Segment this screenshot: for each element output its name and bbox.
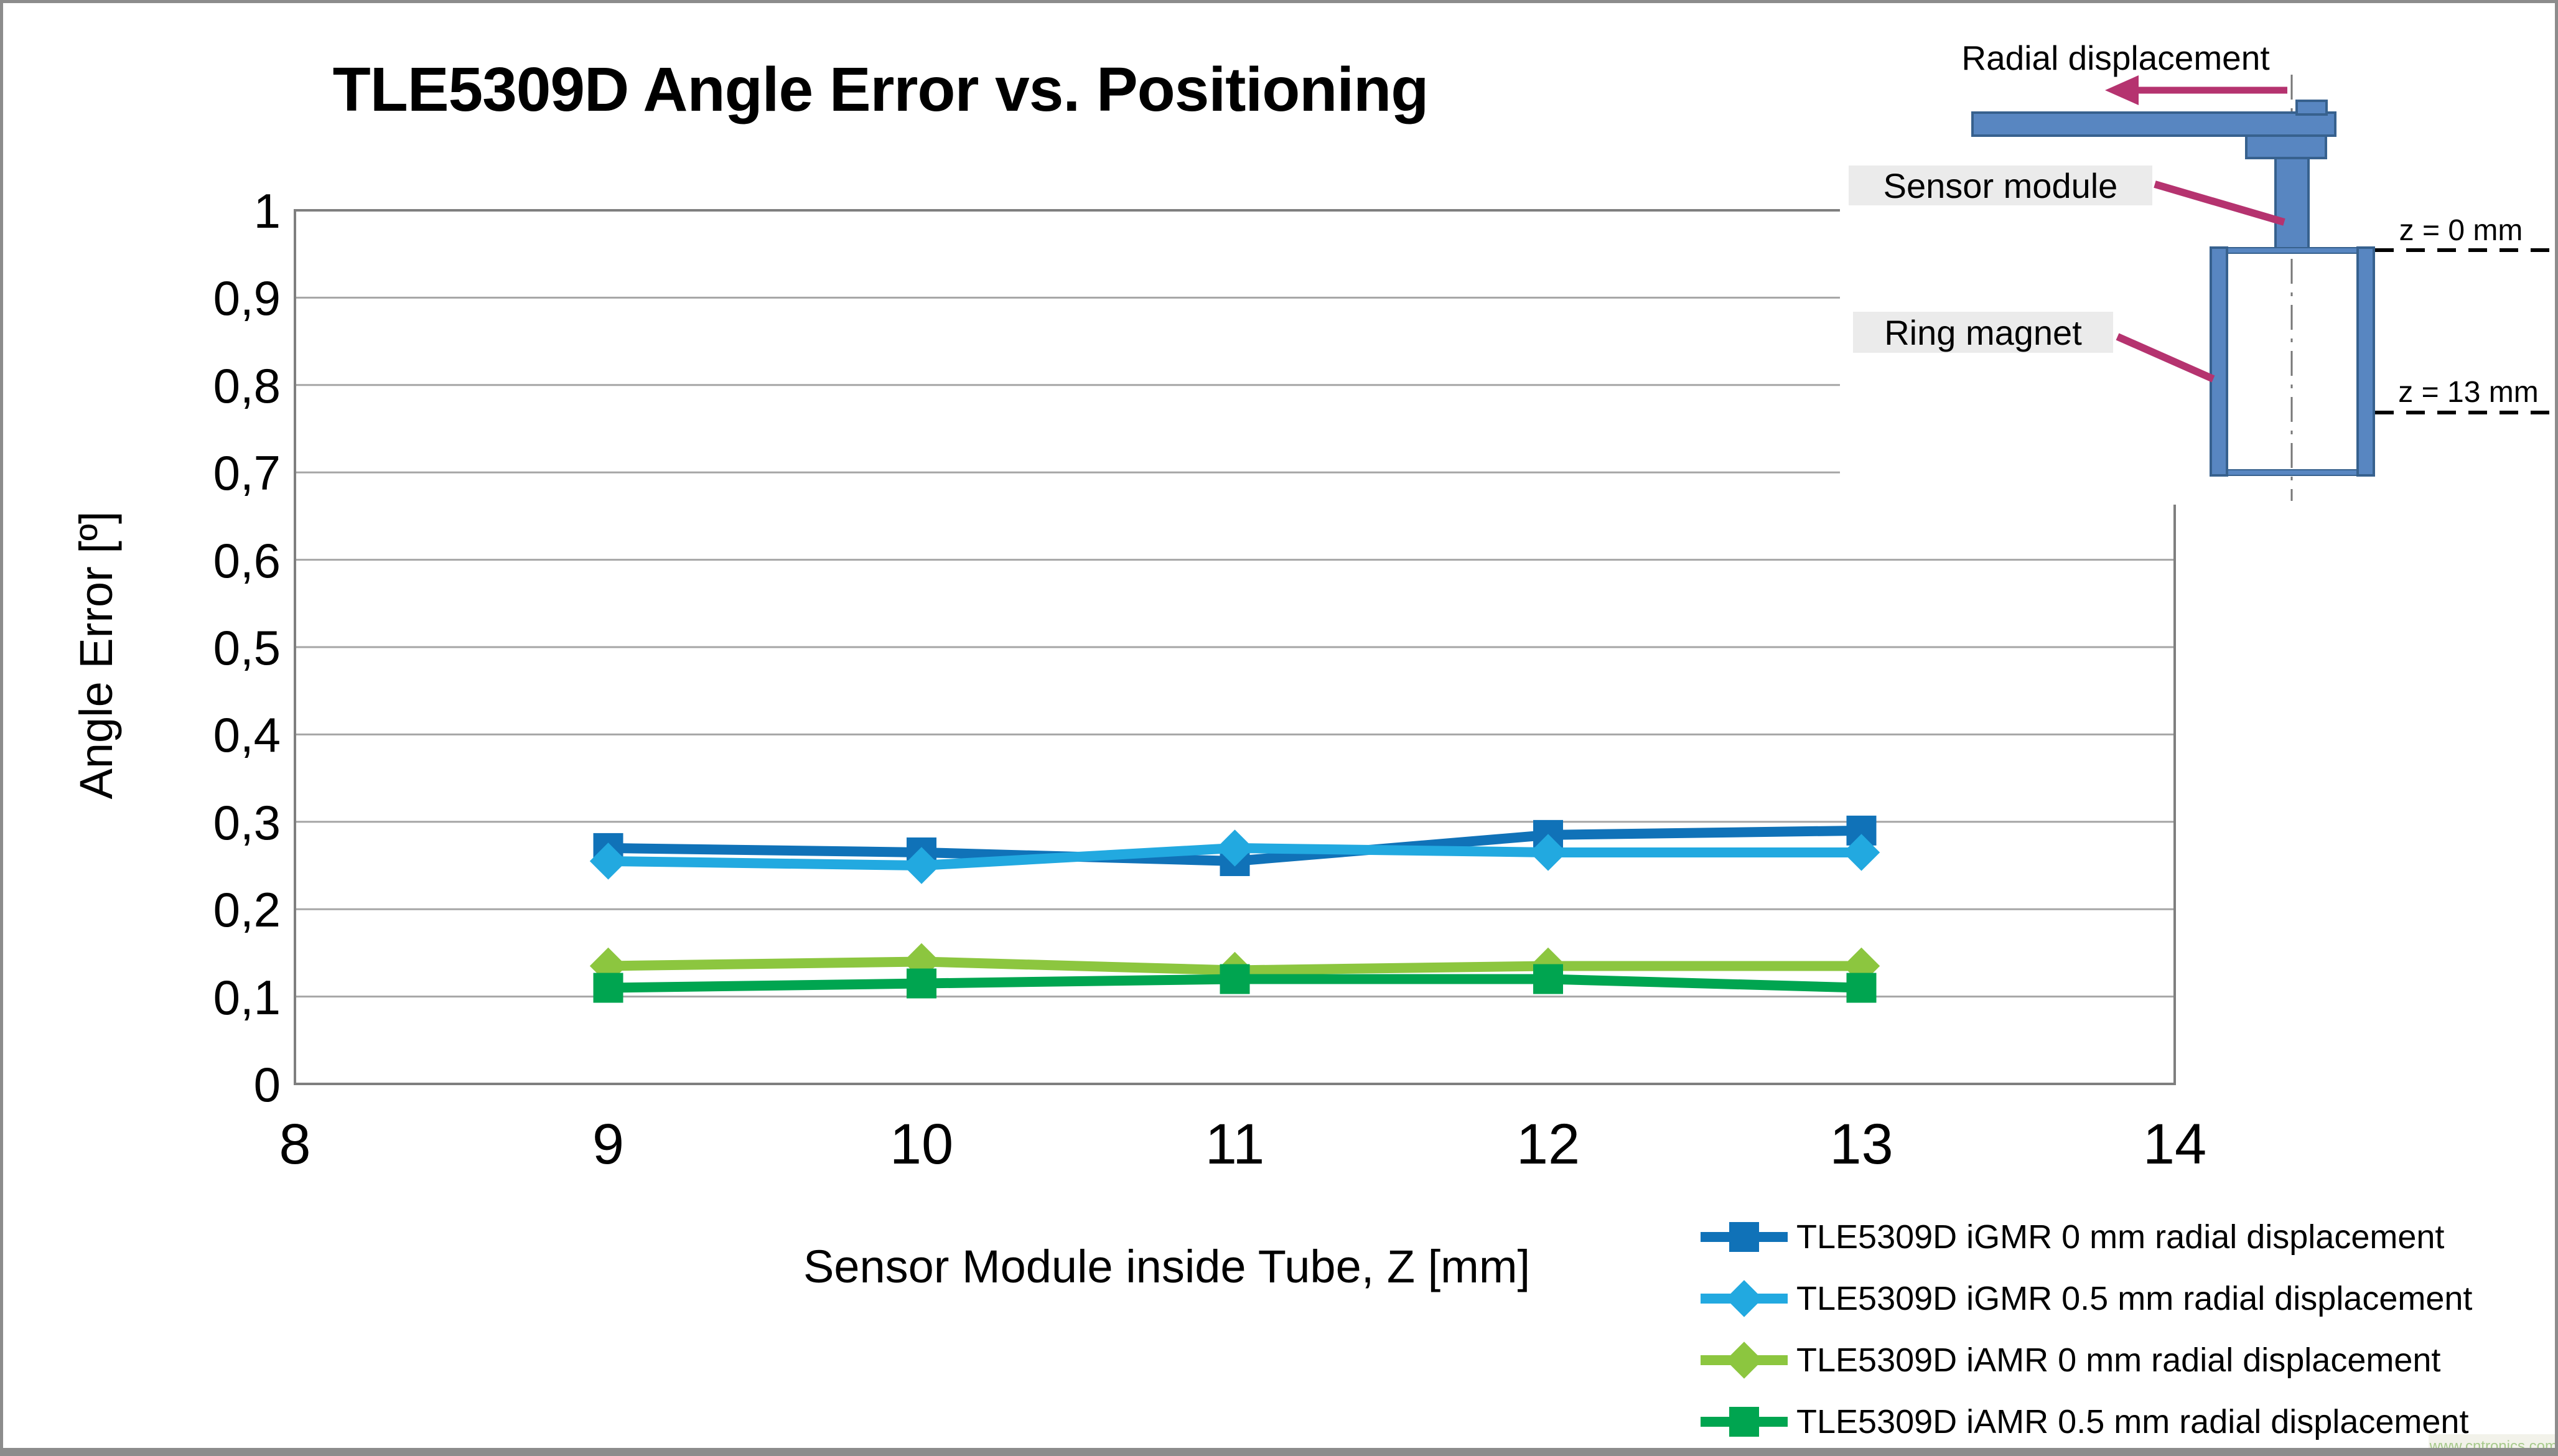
inset-diagram [1840,19,2555,505]
data-point-marker [1216,829,1254,867]
y-tick-label: 0,9 [213,271,281,326]
inset-arm-tab [2295,100,2328,116]
data-point-marker [589,842,627,880]
data-point-marker [1725,1280,1763,1317]
plot-border [294,209,2176,1085]
inset-connector [2245,134,2327,159]
legend-item: TLE5309D iGMR 0.5 mm radial displacement [1701,1274,2472,1323]
inset-magnet-left-wall [2210,246,2228,477]
x-tick-label: 13 [1829,1113,1893,1176]
y-tick-label: 0,2 [213,882,281,938]
y-tick-label: 0,1 [213,969,281,1025]
inset-sensor-stem [2274,157,2310,253]
data-point-marker [1846,973,1877,1003]
y-tick-label: 0,5 [213,620,281,675]
legend-item: TLE5309D iGMR 0 mm radial displacement [1701,1212,2444,1262]
inset-z13-label: z = 13 mm [2398,376,2539,409]
x-tick-label: 9 [592,1113,625,1176]
y-tick-label: 0,7 [213,446,281,501]
inset-magnet-right-wall [2356,246,2375,477]
y-tick-label: 0,6 [213,533,281,588]
data-point-marker [1725,1342,1763,1379]
chart-title: TLE5309D Angle Error vs. Positioning [332,55,1429,124]
chart-canvas [294,19,2555,1085]
data-point-marker [1220,964,1250,994]
legend-label: TLE5309D iGMR 0 mm radial displacement [1796,1218,2445,1256]
legend-marker-icon [1701,1407,1788,1437]
data-point-marker [1729,1222,1759,1252]
inset-magnet-top-rim [2210,247,2374,254]
x-tick-label: 14 [2142,1113,2207,1176]
inset-sensor-module-label: Sensor module [1849,166,2152,205]
inset-background [1840,19,2555,505]
y-tick-label: 1 [253,184,281,238]
legend-marker-icon [1701,1222,1788,1252]
legend-item: TLE5309D iAMR 0.5 mm radial displacement [1701,1397,2468,1447]
data-point-marker [1842,834,1880,871]
x-tick-label: 12 [1516,1113,1580,1176]
legend-marker-icon [1701,1342,1788,1379]
data-point-marker [1729,1407,1759,1437]
legend-marker-icon [1701,1280,1788,1317]
y-tick-label: 0,4 [213,707,281,763]
data-point-marker [907,968,936,999]
inset-ring-magnet-label: Ring magnet [1853,312,2113,353]
series-3 [593,964,1877,1003]
inset-z0-label: z = 0 mm [2399,214,2523,247]
x-tick-label: 8 [279,1113,311,1176]
x-axis-title: Sensor Module inside Tube, Z [mm] [803,1241,1531,1292]
data-point-marker [1533,964,1563,994]
x-tick-label: 10 [889,1113,954,1176]
y-tick-label: 0 [253,1057,281,1112]
legend-label: TLE5309D iAMR 0.5 mm radial displacement [1796,1403,2469,1440]
y-axis-title: Angle Error [º] [70,511,122,800]
y-tick-label: 0,8 [213,358,281,413]
radial-displacement-arrowhead [2105,75,2139,105]
data-point-marker [903,847,940,884]
ring-magnet-callout-line [2116,333,2215,383]
inset-arm-bar [1971,111,2336,137]
legend-label: TLE5309D iAMR 0 mm radial displacement [1796,1342,2441,1379]
inset-radial-displacement-label: Radial displacement [1961,39,2270,77]
x-tick-label: 11 [1205,1113,1265,1176]
y-tick-label: 0,3 [213,795,281,850]
data-point-marker [1529,834,1567,871]
legend-item: TLE5309D iAMR 0 mm radial displacement [1701,1335,2440,1385]
sensor-module-callout-line [2154,180,2285,226]
inset-magnet-bottom-rim [2210,469,2374,476]
data-point-marker [593,973,623,1003]
series-1 [589,829,1880,884]
legend-label: TLE5309D iGMR 0.5 mm radial displacement [1796,1280,2473,1317]
watermark: www.cntronics.com [2429,1434,2555,1448]
